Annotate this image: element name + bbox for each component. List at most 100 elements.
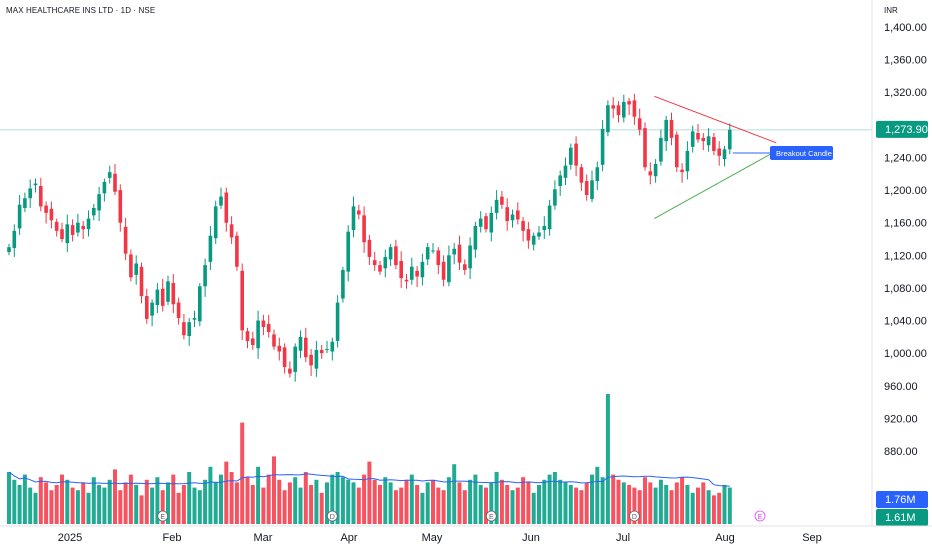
last-price-tag: 1,273.90 bbox=[876, 120, 928, 138]
event-marker-d[interactable]: D bbox=[629, 510, 640, 522]
volume-bar bbox=[282, 490, 287, 524]
candle-body bbox=[314, 349, 319, 369]
candle-body bbox=[510, 214, 515, 221]
event-marker-e[interactable]: E bbox=[754, 510, 766, 522]
volume-bar bbox=[399, 487, 404, 524]
event-marker-d[interactable]: D bbox=[326, 510, 338, 522]
triangle-trendlines bbox=[654, 95, 777, 220]
volume-bar bbox=[22, 474, 27, 524]
volume-bar bbox=[494, 472, 499, 524]
volume-bar bbox=[176, 492, 181, 524]
candle-body bbox=[288, 368, 292, 374]
volume-bar bbox=[44, 482, 49, 524]
candle-body bbox=[399, 261, 403, 279]
volume-bar bbox=[462, 490, 467, 524]
candlestick-series bbox=[7, 93, 732, 382]
resistance-trendline[interactable] bbox=[654, 95, 777, 144]
candle-body bbox=[107, 172, 112, 178]
support-trendline[interactable] bbox=[654, 150, 777, 220]
candle-body bbox=[272, 334, 276, 347]
event-marker-e[interactable]: E bbox=[485, 510, 497, 522]
candle-body bbox=[383, 256, 388, 269]
volume-bar bbox=[208, 466, 213, 524]
volume-bar bbox=[521, 477, 526, 524]
candle-body bbox=[616, 105, 621, 116]
volume-bar bbox=[81, 482, 86, 524]
price-tick-label: 1,240.00 bbox=[884, 152, 927, 164]
candle-body bbox=[473, 225, 478, 250]
candle-body bbox=[632, 100, 637, 117]
candle-body bbox=[505, 207, 509, 222]
volume-bar bbox=[552, 472, 557, 524]
volume-bar bbox=[171, 474, 176, 524]
volume-bar bbox=[558, 479, 563, 524]
candle-body bbox=[229, 224, 234, 238]
volume-bar bbox=[91, 477, 96, 524]
time-tick-label: Sep bbox=[802, 532, 822, 544]
price-tick-label: 1,400.00 bbox=[884, 22, 927, 34]
candle-body bbox=[92, 208, 96, 216]
volume-bar bbox=[277, 479, 282, 524]
time-axis[interactable]: 2025 Feb Mar Apr May Jun Jul Aug Sep bbox=[58, 532, 822, 544]
candle-body bbox=[192, 318, 197, 320]
candle-body bbox=[12, 230, 17, 248]
candle-body bbox=[33, 183, 38, 186]
candle-body bbox=[76, 222, 80, 233]
volume-bar bbox=[489, 482, 494, 524]
candle-body bbox=[7, 247, 11, 253]
volume-bar bbox=[113, 469, 117, 524]
candle-body bbox=[415, 270, 419, 277]
candle-body bbox=[526, 229, 531, 241]
volume-bar bbox=[362, 474, 367, 524]
volume-bar bbox=[457, 482, 462, 524]
volume-bar bbox=[383, 477, 388, 524]
volume-bar bbox=[330, 474, 335, 524]
candle-body bbox=[722, 149, 727, 160]
volume-bar bbox=[65, 479, 70, 524]
volume-bar bbox=[319, 492, 324, 524]
candle-body bbox=[150, 302, 154, 316]
volume-bar bbox=[75, 490, 80, 524]
price-tick-label: 1,160.00 bbox=[884, 218, 927, 230]
volume-bar bbox=[54, 485, 59, 524]
candle-body bbox=[17, 204, 22, 229]
volume-bar bbox=[150, 487, 155, 524]
time-tick-label: Mar bbox=[254, 532, 273, 544]
volume-bar bbox=[97, 485, 102, 524]
svg-text:1.61M: 1.61M bbox=[885, 512, 916, 524]
breakout-candle-annotation[interactable]: Breakout Candle bbox=[732, 146, 833, 160]
volume-bar bbox=[203, 479, 208, 524]
candle-body bbox=[208, 235, 213, 262]
volume-bar bbox=[293, 477, 298, 524]
time-tick-label: Jul bbox=[616, 532, 630, 544]
chart-title: MAX HEALTHCARE INS LTD · 1D · NSE bbox=[6, 6, 155, 15]
candle-body bbox=[431, 250, 435, 252]
candle-body bbox=[171, 283, 176, 305]
candle-body bbox=[39, 186, 43, 207]
candle-body bbox=[362, 215, 366, 243]
candle-body bbox=[590, 180, 594, 200]
time-tick-label: Aug bbox=[715, 532, 735, 544]
volume-bar bbox=[107, 479, 112, 524]
volume-bar bbox=[611, 474, 616, 524]
volume-bar bbox=[696, 487, 700, 524]
volume-bar bbox=[590, 474, 594, 524]
candle-body bbox=[251, 338, 255, 345]
annotation-text: Breakout Candle bbox=[776, 149, 832, 158]
candle-body bbox=[611, 105, 615, 109]
volume-bar bbox=[128, 474, 133, 524]
svg-text:D: D bbox=[330, 514, 335, 521]
volume-bar bbox=[234, 482, 239, 524]
candle-body bbox=[728, 129, 732, 150]
candle-body bbox=[648, 171, 653, 176]
volume-bar bbox=[17, 485, 22, 524]
candle-body bbox=[304, 337, 308, 358]
candle-body bbox=[235, 235, 239, 267]
time-tick-label: May bbox=[422, 532, 443, 544]
volume-bar bbox=[166, 482, 170, 524]
volume-bar bbox=[346, 479, 351, 524]
price-axis-ticks[interactable]: 1,400.001,360.001,320.001,280.001,240.00… bbox=[884, 22, 927, 458]
event-marker-e[interactable]: E bbox=[157, 510, 169, 522]
price-tick-label: 920.00 bbox=[884, 413, 918, 425]
